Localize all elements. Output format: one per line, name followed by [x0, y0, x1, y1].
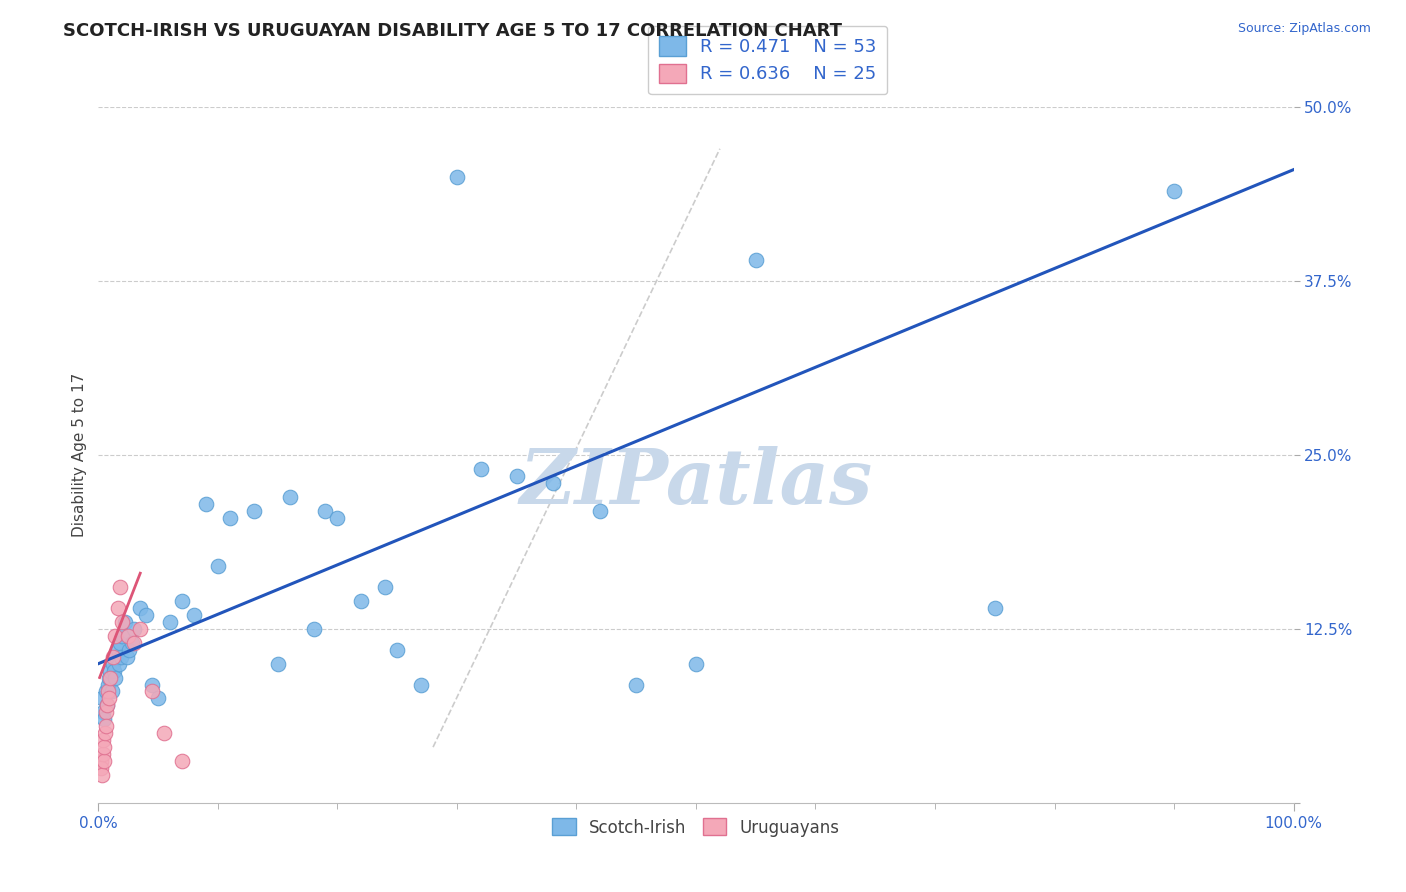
Y-axis label: Disability Age 5 to 17: Disability Age 5 to 17 [72, 373, 87, 537]
Point [97, 677, 120, 691]
Point [219, 510, 242, 524]
Point [90, 754, 112, 768]
Point [111, 629, 134, 643]
Point [97, 684, 120, 698]
Point [91, 706, 114, 720]
Point [374, 580, 396, 594]
Point [153, 726, 176, 740]
Point [183, 607, 205, 622]
Point [411, 677, 433, 691]
Point [195, 497, 218, 511]
Point [98, 671, 121, 685]
Point [91, 768, 114, 782]
Text: ZIPatlas: ZIPatlas [519, 446, 873, 520]
Point [91, 691, 114, 706]
Text: SCOTCH-IRISH VS URUGUAYAN DISABILITY AGE 5 TO 17 CORRELATION CHART: SCOTCH-IRISH VS URUGUAYAN DISABILITY AGE… [63, 22, 842, 40]
Point [115, 649, 138, 664]
Point [172, 594, 194, 608]
Point [685, 657, 707, 671]
Point [94, 706, 117, 720]
Point [129, 601, 152, 615]
Point [108, 636, 131, 650]
Point [350, 594, 373, 608]
Point [101, 657, 124, 671]
Text: Source: ZipAtlas.com: Source: ZipAtlas.com [1237, 22, 1371, 36]
Point [1163, 184, 1185, 198]
Point [148, 691, 170, 706]
Point [129, 622, 152, 636]
Point [93, 712, 115, 726]
Point [278, 490, 301, 504]
Point [385, 642, 409, 657]
Point [91, 733, 114, 747]
Point [96, 698, 118, 713]
Point [104, 671, 127, 685]
Point [91, 747, 114, 761]
Point [90, 761, 112, 775]
Point [541, 475, 564, 490]
Point [117, 629, 139, 643]
Point [94, 684, 117, 698]
Point [111, 615, 134, 629]
Point [141, 677, 163, 691]
Point [118, 642, 141, 657]
Point [121, 636, 143, 650]
Point [124, 622, 146, 636]
Point [108, 580, 131, 594]
Point [470, 462, 492, 476]
Point [98, 671, 122, 685]
Point [243, 503, 266, 517]
Point [124, 636, 146, 650]
Point [159, 615, 181, 629]
Point [103, 664, 125, 678]
Point [98, 664, 122, 678]
Legend: Scotch-Irish, Uruguayans: Scotch-Irish, Uruguayans [546, 812, 846, 843]
Point [96, 719, 118, 733]
Point [93, 754, 115, 768]
Point [315, 503, 337, 517]
Point [100, 684, 122, 698]
Point [626, 677, 648, 691]
Point [135, 607, 157, 622]
Point [302, 622, 325, 636]
Point [984, 601, 1007, 615]
Point [506, 468, 529, 483]
Point [110, 649, 132, 664]
Point [207, 559, 229, 574]
Point [589, 503, 612, 517]
Point [93, 740, 115, 755]
Point [141, 684, 163, 698]
Point [94, 726, 117, 740]
Point [98, 691, 121, 706]
Point [101, 649, 124, 664]
Point [745, 253, 768, 268]
Point [446, 169, 468, 184]
Point [172, 754, 194, 768]
Point [104, 629, 127, 643]
Point [105, 649, 128, 664]
Point [107, 657, 129, 671]
Point [107, 601, 129, 615]
Point [114, 615, 136, 629]
Point [326, 510, 349, 524]
Point [107, 642, 129, 657]
Point [267, 657, 290, 671]
Point [96, 698, 118, 713]
